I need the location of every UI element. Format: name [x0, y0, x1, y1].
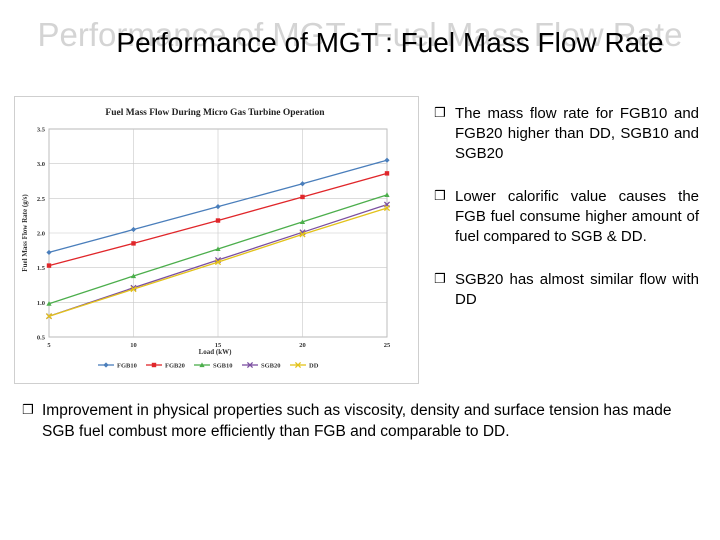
data-point-sgb10	[384, 192, 390, 197]
data-point-sgb10	[299, 219, 306, 224]
legend-item-fgb20: FGB20	[146, 363, 185, 370]
y-tick-label: 3.5	[37, 127, 46, 134]
legend-label: FGB10	[117, 363, 137, 370]
legend-label: FGB20	[165, 363, 185, 370]
data-point-sgb10	[46, 301, 52, 306]
series-fgb20	[46, 171, 390, 268]
data-point-sgb10	[130, 273, 137, 279]
series-sgb10	[46, 192, 390, 306]
bullet-text: SGB20 has almost similar flow with DD	[455, 271, 699, 308]
data-point-fgb20	[384, 171, 390, 176]
data-point-dd	[383, 204, 391, 212]
data-point-dd	[130, 286, 137, 293]
checkbox-bullet-icon: ❒	[434, 106, 446, 121]
chart-title: Fuel Mass Flow During Micro Gas Turbine …	[105, 108, 325, 118]
data-point-dd	[299, 231, 306, 238]
data-point-sgb10	[215, 246, 221, 252]
checkbox-bullet-icon: ❒	[434, 189, 446, 204]
legend-item-dd: DD	[290, 361, 319, 370]
data-point-fgb10	[299, 181, 306, 187]
checkbox-bullet-icon: ❒	[22, 403, 34, 418]
data-point-dd	[45, 313, 53, 320]
bullet-item: ❒ SGB20 has almost similar flow with DD	[434, 270, 699, 310]
slide-title: Performance of MGT : Fuel Mass Flow Rate	[116, 27, 664, 58]
y-tick-label: 2.5	[37, 196, 46, 203]
legend-label: DD	[309, 363, 319, 370]
y-tick-label: 1.0	[37, 300, 45, 307]
legend-marker	[246, 361, 254, 369]
legend-label: SGB20	[261, 363, 281, 370]
chart-tick-labels: 0.5 1.0 1.5 2.0 2.5 3.0 3.5 5 10 15 20 25	[37, 127, 391, 350]
y-tick-label: 1.5	[37, 265, 46, 272]
fuel-mass-flow-chart: Fuel Mass Flow During Micro Gas Turbine …	[21, 108, 391, 370]
data-point-fgb10	[384, 157, 390, 163]
chart-series	[45, 157, 391, 320]
summary-bullet: ❒ Improvement in physical properties suc…	[22, 400, 702, 442]
legend-marker	[199, 362, 205, 368]
checkbox-bullet-icon: ❒	[434, 272, 446, 287]
legend-marker	[103, 362, 109, 368]
y-tick-label: 2.0	[37, 231, 45, 238]
chart-grid	[48, 128, 388, 338]
legend-marker	[151, 362, 157, 368]
chart-y-axis-label: Fuel Mass Flow Rate (g/s)	[21, 194, 29, 272]
bullet-text: The mass flow rate for FGB10 and FGB20 h…	[455, 105, 699, 162]
legend-marker	[294, 361, 302, 369]
bullet-item: ❒ Lower calorific value causes the FGB f…	[434, 187, 699, 247]
data-point-fgb20	[215, 218, 221, 223]
legend-item-fgb10: FGB10	[98, 362, 137, 370]
data-point-fgb10	[46, 249, 52, 256]
y-tick-label: 3.0	[37, 161, 45, 168]
data-point-fgb20	[131, 241, 136, 246]
bullet-list: ❒ The mass flow rate for FGB10 and FGB20…	[434, 104, 699, 333]
y-tick-label: 0.5	[37, 335, 46, 342]
chart-frame: Fuel Mass Flow During Micro Gas Turbine …	[14, 96, 419, 384]
x-tick-label: 20	[299, 342, 306, 349]
x-tick-label: 5	[47, 342, 51, 349]
series-dd	[45, 204, 391, 320]
legend-label: SGB10	[213, 363, 233, 370]
legend-item-sgb20: SGB20	[242, 361, 281, 370]
data-point-fgb20	[300, 194, 305, 200]
chart-legend: FGB10 FGB20 SGB10 SGB20 DD	[98, 361, 319, 370]
title-shadow: Performance of MGT : Fuel Mass Flow Rate	[37, 16, 683, 53]
series-fgb10	[46, 157, 390, 256]
data-point-dd	[214, 259, 222, 266]
bullet-item: ❒ The mass flow rate for FGB10 and FGB20…	[434, 104, 699, 164]
data-point-fgb20	[46, 263, 52, 268]
data-point-fgb10	[130, 226, 137, 233]
x-tick-label: 25	[384, 342, 391, 349]
legend-item-sgb10: SGB10	[194, 362, 233, 370]
bullet-text: Lower calorific value causes the FGB fue…	[455, 188, 699, 245]
summary-text: Improvement in physical properties such …	[42, 402, 672, 440]
chart-x-axis-label: Load (kW)	[199, 348, 233, 356]
x-tick-label: 15	[215, 342, 222, 349]
x-tick-label: 10	[130, 342, 137, 349]
